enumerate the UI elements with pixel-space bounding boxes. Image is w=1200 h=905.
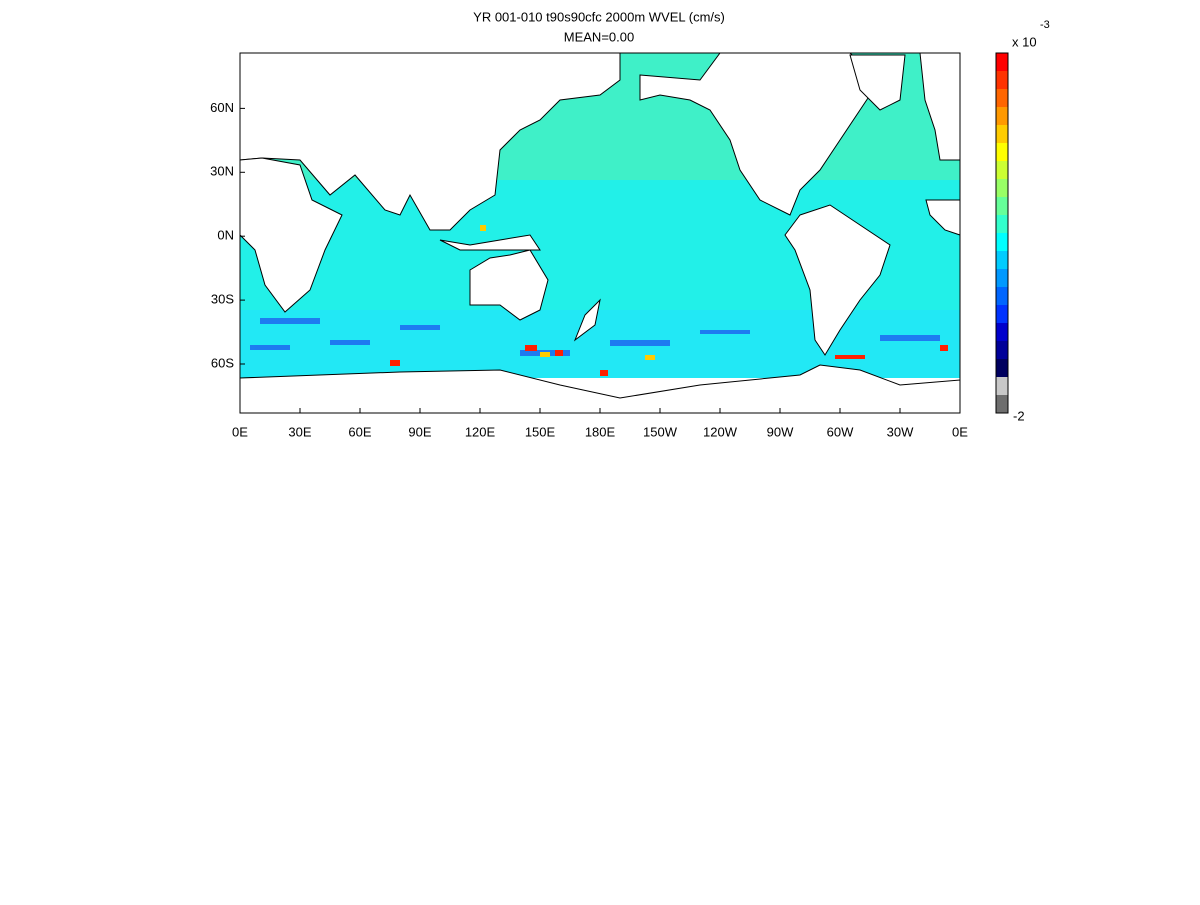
colorbar-swatch: [996, 71, 1008, 90]
colorbar-multiplier: x 10: [1012, 34, 1037, 49]
map-field: [239, 52, 961, 414]
x-tick-label: 120W: [703, 424, 738, 439]
colorbar-swatch: [996, 215, 1008, 234]
x-tick-label: 30W: [887, 424, 914, 439]
colorbar-swatch: [996, 233, 1008, 252]
colorbar-swatch: [996, 179, 1008, 198]
colorbar-frame: [995, 52, 1009, 414]
colorbar-swatch: [996, 161, 1008, 180]
x-tick-label: 150E: [525, 424, 556, 439]
colorbar-swatch: [996, 125, 1008, 144]
y-tick-label: 60S: [211, 355, 234, 370]
y-tick-label: 0N: [217, 228, 234, 243]
colorbar-swatch: [996, 89, 1008, 108]
x-tick-label: 0E: [232, 424, 248, 439]
colorbar-swatch: [996, 107, 1008, 126]
x-tick-label: 180E: [585, 424, 616, 439]
x-tick-label: 60E: [348, 424, 371, 439]
colorbar-swatch: [996, 197, 1008, 216]
x-tick-label: 90W: [767, 424, 794, 439]
y-tick-label: 60N: [210, 100, 234, 115]
x-tick-label: 30E: [288, 424, 311, 439]
x-tick-label: 60W: [827, 424, 854, 439]
colorbar-swatch: [996, 53, 1008, 72]
x-tick-label: 150W: [643, 424, 678, 439]
y-tick-label: 30S: [211, 292, 234, 307]
colorbar-swatch: [996, 269, 1008, 288]
y-tick-label: 30N: [210, 164, 234, 179]
colorbar-swatch: [996, 395, 1008, 414]
colorbar-min-label: -2: [1013, 408, 1025, 423]
subtitle: MEAN=0.00: [564, 29, 634, 44]
colorbar-swatch: [996, 251, 1008, 270]
x-tick-label: 90E: [408, 424, 431, 439]
colorbar-swatch: [996, 377, 1008, 396]
colorbar-swatch: [996, 287, 1008, 306]
x-tick-label: 120E: [465, 424, 496, 439]
colorbar-swatch: [996, 323, 1008, 342]
colorbar-swatch: [996, 359, 1008, 378]
colorbar-exponent: -3: [1040, 19, 1050, 31]
colorbar-swatch: [996, 305, 1008, 324]
title: YR 001-010 t90s90cfc 2000m WVEL (cm/s): [473, 9, 725, 24]
colorbar-swatch: [996, 341, 1008, 360]
colorbar-swatch: [996, 143, 1008, 162]
x-tick-label: 0E: [952, 424, 968, 439]
